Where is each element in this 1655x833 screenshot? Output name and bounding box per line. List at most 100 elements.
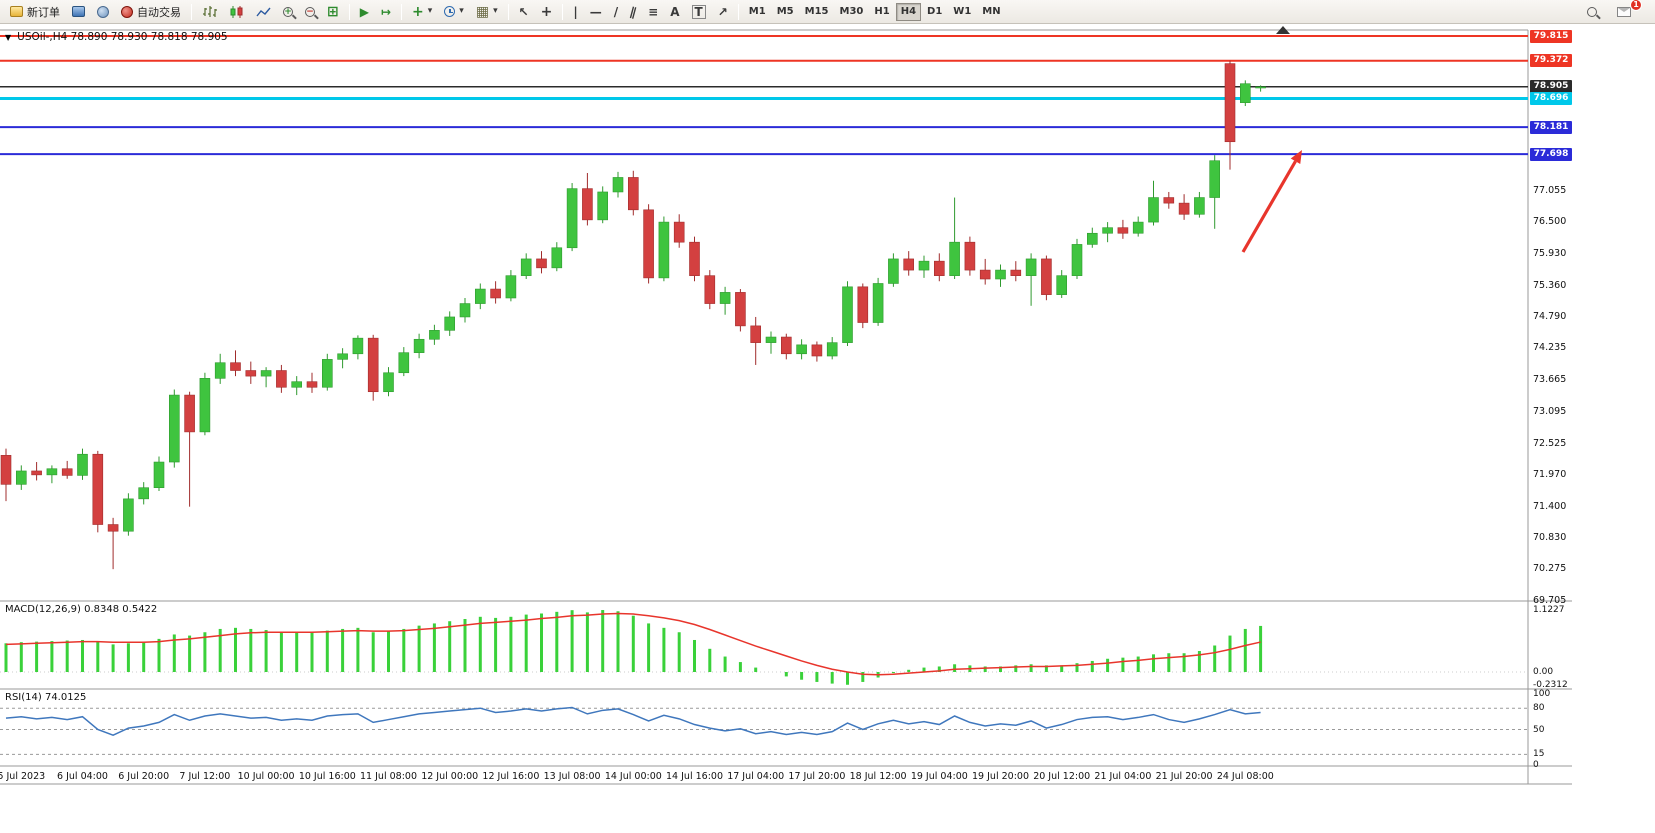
axis-tick: 74.235 bbox=[1533, 342, 1567, 354]
chart-bars-button[interactable] bbox=[197, 2, 222, 22]
chart-candlesticks-button[interactable] bbox=[224, 2, 249, 22]
timeframe-D1[interactable]: D1 bbox=[927, 6, 943, 17]
main-toolbar: 新订单 自动交易 + − ⊞ ▶ bbox=[0, 0, 1655, 24]
macd-panel[interactable] bbox=[0, 601, 1528, 689]
axis-tick: 75.360 bbox=[1533, 279, 1567, 291]
svg-text:18 Jul 12:00: 18 Jul 12:00 bbox=[850, 771, 907, 782]
text-tool-button[interactable]: A bbox=[665, 2, 684, 22]
axis-tick: 1.1227 bbox=[1533, 605, 1565, 616]
price-level-tag: 79.372 bbox=[1530, 54, 1572, 68]
timeframe-W1[interactable]: W1 bbox=[953, 6, 972, 17]
toolbar-separator bbox=[401, 3, 403, 20]
svg-text:19 Jul 04:00: 19 Jul 04:00 bbox=[911, 771, 968, 782]
price-axis[interactable]: 77.055 76.500 75.930 75.360 74.790 74.235 73.6… bbox=[1528, 26, 1574, 784]
timeframe-M5[interactable]: M5 bbox=[776, 6, 794, 17]
periods-button[interactable]: ▾ bbox=[439, 2, 469, 22]
cursor-tool-button[interactable]: ↖ bbox=[514, 2, 534, 22]
svg-text:14 Jul 16:00: 14 Jul 16:00 bbox=[666, 771, 723, 782]
price-level-tag: 78.696 bbox=[1530, 91, 1572, 105]
svg-text:14 Jul 00:00: 14 Jul 00:00 bbox=[605, 771, 662, 782]
axis-tick: 71.970 bbox=[1533, 468, 1567, 480]
axis-tick: 75.930 bbox=[1533, 247, 1567, 259]
zoom-out-button[interactable]: − bbox=[300, 2, 320, 22]
auto-scroll-button[interactable]: ▶ bbox=[355, 2, 374, 22]
rsi-panel[interactable] bbox=[0, 689, 1528, 766]
axis-tick: 73.095 bbox=[1533, 405, 1567, 417]
candlesticks-icon bbox=[230, 5, 243, 18]
time-axis[interactable] bbox=[0, 766, 1528, 784]
autotrading-icon bbox=[121, 5, 133, 18]
fibonacci-icon: ≡ bbox=[648, 4, 659, 19]
channel-icon: ∥ bbox=[628, 3, 638, 20]
crosshair-icon: + bbox=[540, 3, 553, 20]
zoom-in-button[interactable]: + bbox=[278, 2, 298, 22]
chart-shift-icon: ↦ bbox=[380, 4, 392, 19]
cursor-icon: ↖ bbox=[518, 4, 529, 19]
chart-header: ▼ USOil-,H4 78.890 78.930 78.818 78.905 bbox=[5, 31, 228, 43]
chart-shift-button[interactable]: ↦ bbox=[376, 2, 396, 22]
axis-tick: 100 bbox=[1533, 689, 1551, 699]
search-button[interactable] bbox=[1582, 2, 1602, 22]
svg-text:12 Jul 16:00: 12 Jul 16:00 bbox=[482, 771, 539, 782]
line-chart-icon bbox=[256, 7, 271, 16]
indicators-button[interactable]: + ▾ bbox=[407, 2, 437, 22]
svg-text:10 Jul 00:00: 10 Jul 00:00 bbox=[238, 771, 295, 782]
horizontal-line-icon: — bbox=[589, 4, 602, 19]
tile-windows-icon: ⊞ bbox=[327, 3, 339, 20]
axis-tick: 80 bbox=[1533, 703, 1545, 714]
svg-text:5 Jul 2023: 5 Jul 2023 bbox=[0, 771, 45, 782]
horizontal-line-tool-button[interactable]: — bbox=[585, 2, 607, 22]
price-level-tag: 78.181 bbox=[1530, 120, 1572, 134]
crosshair-tool-button[interactable]: + bbox=[536, 2, 558, 22]
svg-text:7 Jul 12:00: 7 Jul 12:00 bbox=[179, 771, 230, 782]
arrows-tool-button[interactable]: ↗ bbox=[713, 2, 733, 22]
alerts-button[interactable]: 1 bbox=[1612, 0, 1642, 22]
axis-tick: 0 bbox=[1533, 760, 1539, 770]
channel-tool-button[interactable]: ∥ bbox=[625, 2, 641, 22]
search-icon bbox=[1587, 6, 1597, 17]
chevron-down-icon: ▾ bbox=[459, 6, 464, 16]
vertical-line-icon: | bbox=[573, 4, 578, 19]
trendline-icon: / bbox=[613, 4, 619, 19]
axis-tick: 50 bbox=[1533, 724, 1545, 735]
svg-text:12 Jul 00:00: 12 Jul 00:00 bbox=[421, 771, 478, 782]
timeframe-M15[interactable]: M15 bbox=[804, 6, 829, 17]
navigator-button[interactable] bbox=[92, 2, 114, 22]
toolbar-separator bbox=[737, 3, 739, 20]
axis-tick: 15 bbox=[1533, 749, 1545, 760]
svg-text:10 Jul 16:00: 10 Jul 16:00 bbox=[299, 771, 356, 782]
toolbar-separator bbox=[562, 3, 564, 20]
label-tool-button[interactable]: T bbox=[687, 2, 711, 22]
svg-text:21 Jul 04:00: 21 Jul 04:00 bbox=[1094, 771, 1151, 782]
new-order-icon bbox=[10, 6, 23, 17]
autotrading-button[interactable]: 自动交易 bbox=[116, 2, 186, 22]
chart-line-button[interactable] bbox=[251, 2, 276, 22]
timeframe-M30[interactable]: M30 bbox=[839, 6, 864, 17]
timeframe-H1[interactable]: H1 bbox=[874, 6, 890, 17]
templates-button[interactable]: ▦ ▾ bbox=[471, 2, 503, 22]
toolbar-right-group: 1 bbox=[1582, 0, 1650, 22]
svg-text:21 Jul 20:00: 21 Jul 20:00 bbox=[1156, 771, 1213, 782]
timeframe-M1[interactable]: M1 bbox=[748, 6, 766, 17]
chart-menu-icon[interactable]: ▼ bbox=[5, 32, 12, 42]
timeframe-MN[interactable]: MN bbox=[982, 6, 1001, 17]
envelope-icon bbox=[1617, 6, 1631, 17]
new-order-label: 新订单 bbox=[27, 5, 60, 19]
text-tool-icon: A bbox=[670, 4, 680, 19]
chart-title: USOil-,H4 78.890 78.930 78.818 78.905 bbox=[17, 31, 228, 43]
zoom-in-icon: + bbox=[283, 6, 293, 17]
market-watch-button[interactable] bbox=[67, 2, 90, 22]
fibonacci-tool-button[interactable]: ≡ bbox=[643, 2, 663, 22]
toolbar-separator bbox=[191, 3, 192, 20]
price-level-tag: 79.815 bbox=[1530, 29, 1572, 43]
axis-tick: 0.00 bbox=[1533, 667, 1554, 677]
timeframe-H4[interactable]: H4 bbox=[895, 2, 922, 21]
label-tool-icon: T bbox=[691, 4, 706, 19]
new-order-button[interactable]: 新订单 bbox=[5, 2, 65, 22]
tile-windows-button[interactable]: ⊞ bbox=[322, 2, 344, 22]
templates-icon: ▦ bbox=[475, 3, 490, 20]
trendline-tool-button[interactable]: / bbox=[609, 2, 623, 22]
vertical-line-tool-button[interactable]: | bbox=[568, 2, 582, 22]
axis-tick: 70.275 bbox=[1533, 563, 1567, 575]
